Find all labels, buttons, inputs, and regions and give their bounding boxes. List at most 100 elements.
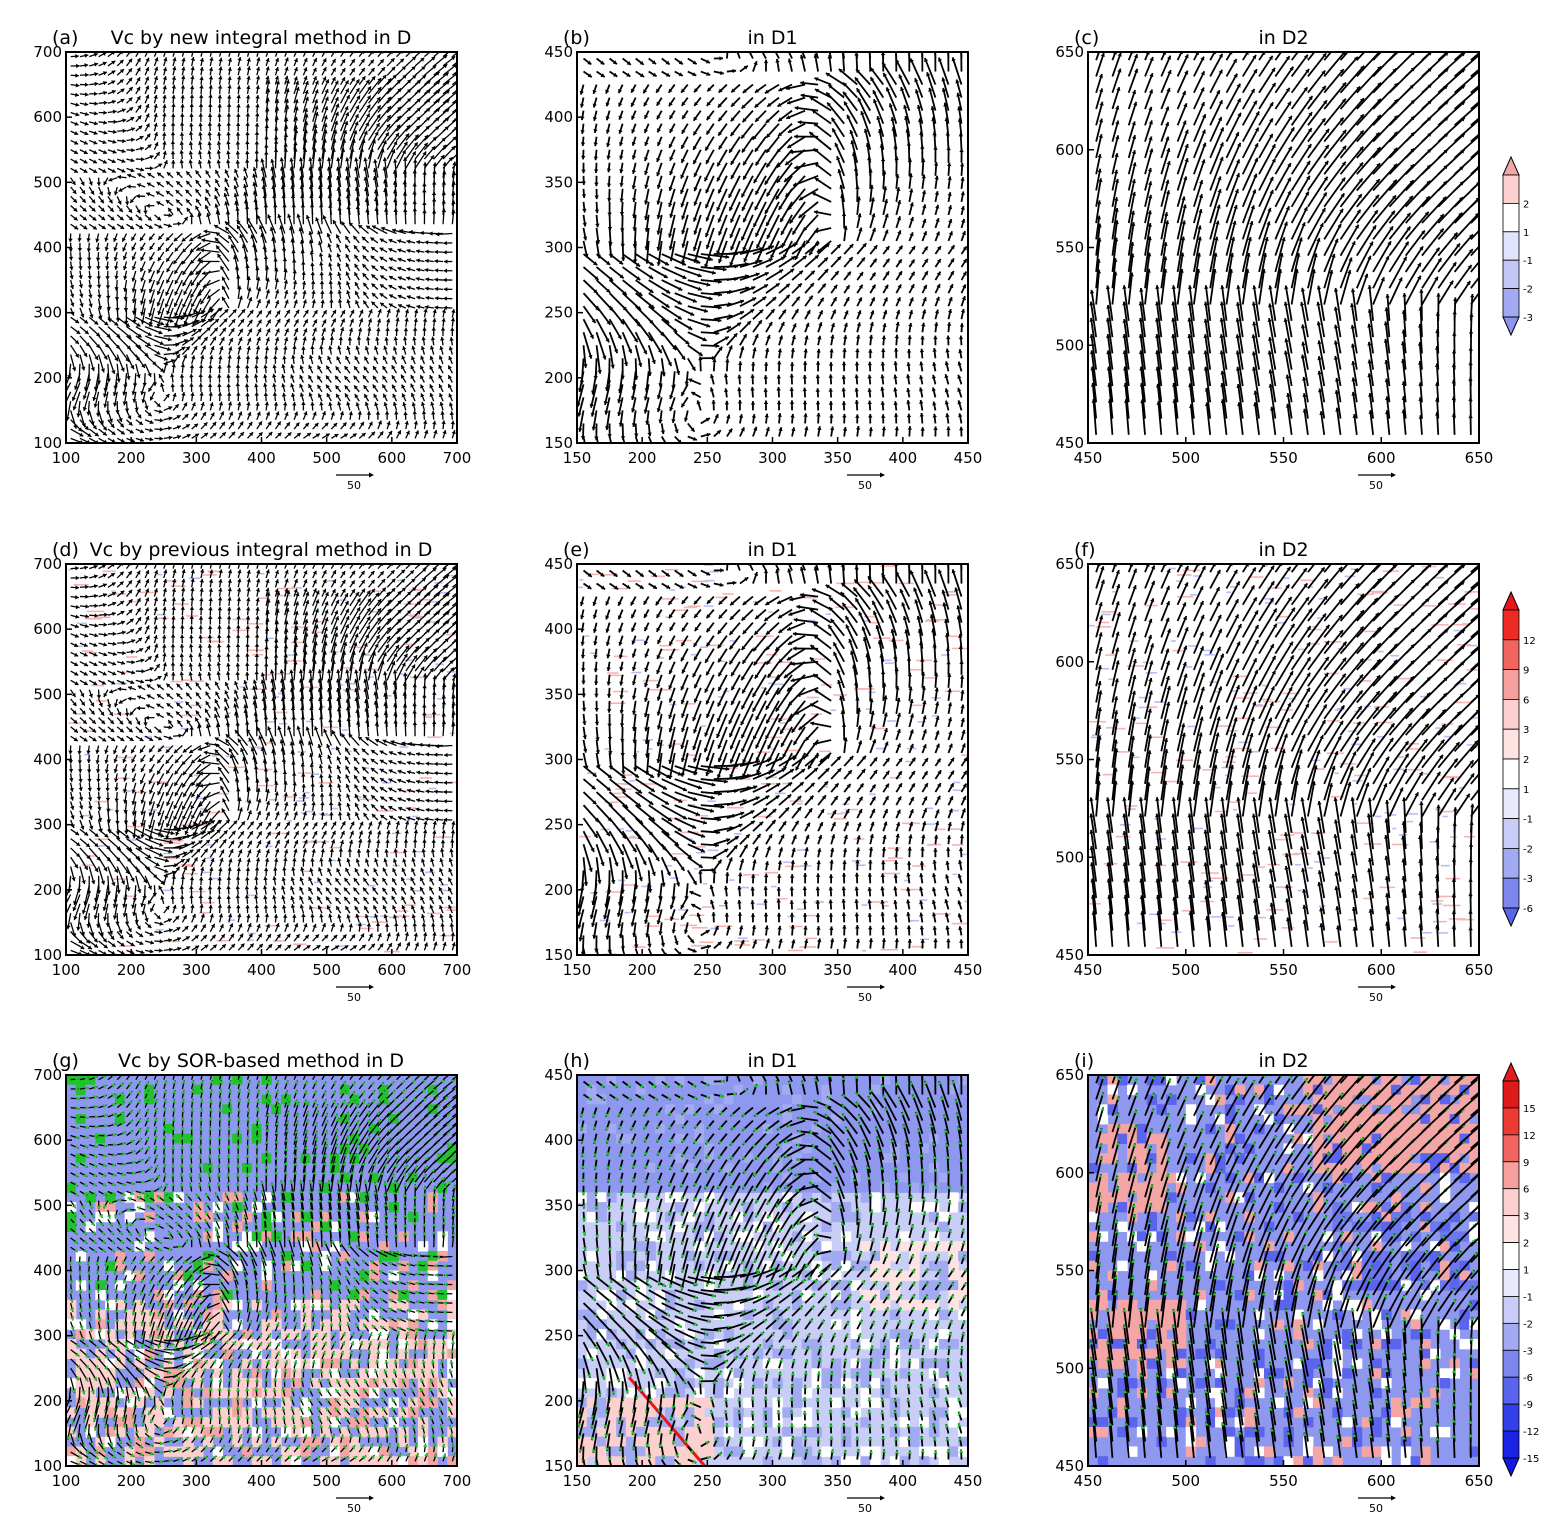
vector-arrowhead (181, 66, 186, 71)
vector-arrowhead (434, 286, 439, 292)
vector-arrow (752, 258, 773, 268)
vector-arrowhead (587, 73, 592, 78)
vector-arrowhead (160, 383, 165, 388)
vector-arrow (634, 345, 642, 368)
vector-arrowhead (158, 330, 163, 335)
vector-arrowhead (181, 392, 186, 396)
vector-arrowhead (739, 310, 744, 315)
vector-arrowhead (854, 387, 859, 392)
vector-arrowhead (785, 161, 790, 165)
vector-arrowhead (69, 275, 74, 280)
vector-arrowhead (197, 292, 202, 297)
vector-arrowhead (375, 336, 380, 341)
vector-arrowhead (785, 192, 790, 197)
vector-arrowhead (104, 343, 109, 348)
vector-arrowhead (825, 72, 830, 77)
vector-arrowhead (434, 305, 439, 310)
vector-arrowhead (154, 66, 159, 71)
vector-arrowhead (145, 67, 150, 72)
vector-arrowhead (728, 193, 733, 198)
vector-arrowhead (873, 99, 878, 104)
vector-arrow (789, 148, 819, 154)
vector-arrowhead (75, 54, 79, 59)
vector-arrowhead (322, 215, 327, 220)
vector-arrowhead (295, 309, 300, 314)
vector-arrowhead (365, 79, 370, 84)
vector-arrowhead (147, 412, 152, 417)
vector-arrowhead (688, 378, 693, 383)
vector-arrowhead (324, 422, 329, 427)
vector-arrowhead (883, 310, 888, 315)
vector-arrowhead (277, 432, 282, 437)
vector-arrowhead (217, 374, 222, 378)
vector-arrowhead (184, 414, 189, 419)
vector-arrowhead (363, 176, 368, 181)
vector-arrowhead (284, 328, 289, 333)
vector-arrowhead (381, 226, 386, 231)
vector-arrowhead (442, 170, 447, 175)
vector-arrowhead (190, 259, 195, 264)
vector-arrowhead (78, 284, 84, 289)
vector-arrowhead (776, 387, 781, 391)
vector-arrowhead (74, 131, 79, 136)
vector-arrowhead (102, 52, 107, 57)
vector-arrowhead (314, 422, 319, 428)
vector-arrowhead (340, 148, 346, 152)
vector-arrowhead (336, 243, 341, 248)
vector-arrowhead (123, 287, 128, 292)
vector-arrowhead (275, 300, 280, 305)
vector-arrowhead (268, 431, 273, 437)
vector-arrowhead (155, 191, 161, 196)
vector-arrowhead (384, 337, 389, 341)
vector-arrowhead (254, 122, 260, 127)
vector-arrowhead (217, 364, 222, 369)
vector-arrowhead (273, 355, 278, 360)
vector-arrowhead (272, 392, 278, 396)
vector-arrowhead (402, 180, 407, 185)
vector-arrowhead (443, 296, 447, 301)
vector-arrowhead (246, 276, 251, 280)
vector-arrowhead (171, 76, 177, 81)
vector-arrow (396, 52, 403, 58)
vector-arrowhead (649, 261, 654, 266)
vector-arrowhead (95, 332, 101, 337)
vector-arrowhead (197, 328, 202, 333)
vector-arrowhead (313, 124, 318, 129)
vector-arrowhead (237, 285, 242, 290)
vector-arrowhead (606, 168, 612, 173)
vector-arrowhead (741, 206, 746, 211)
vector-arrowhead (318, 252, 324, 257)
vector-arrowhead (594, 209, 600, 214)
vector-arrow (740, 175, 754, 198)
vector-arrowhead (862, 243, 867, 248)
vector-arrowhead (250, 234, 255, 239)
vector-arrowhead (263, 354, 269, 359)
vector-arrowhead (128, 107, 134, 112)
vector-arrowhead (816, 412, 821, 417)
vector-arrowhead (129, 225, 135, 230)
vector-arrowhead (148, 312, 153, 317)
vector-arrowhead (617, 412, 622, 416)
vector-arrowhead (167, 327, 172, 332)
panel-a: 100 200 300 400 500 600 7001002003004005006007… (33, 27, 471, 492)
vector-arrowhead (364, 198, 370, 202)
vector-arrowhead (192, 320, 197, 325)
vector-arrow (717, 201, 728, 223)
vector-arrowhead (386, 123, 391, 129)
vector-arrowhead (265, 97, 270, 102)
vector-arrowhead (789, 269, 795, 273)
vector-arrowhead (581, 169, 586, 174)
vector-arrowhead (209, 402, 214, 407)
vector-arrowhead (92, 216, 97, 221)
plot-area (66, 52, 457, 443)
vector-arrowhead (308, 375, 313, 380)
vector-arrowhead (154, 57, 159, 62)
vector-arrowhead (104, 237, 109, 242)
vector-arrowhead (118, 417, 123, 422)
vector-arrowhead (70, 293, 75, 298)
vector-arrowhead (649, 274, 654, 279)
vector-arrowhead (857, 310, 862, 315)
vector-arrowhead (283, 124, 289, 129)
vector-arrowhead (145, 94, 150, 99)
vector-arrowhead (74, 121, 79, 126)
